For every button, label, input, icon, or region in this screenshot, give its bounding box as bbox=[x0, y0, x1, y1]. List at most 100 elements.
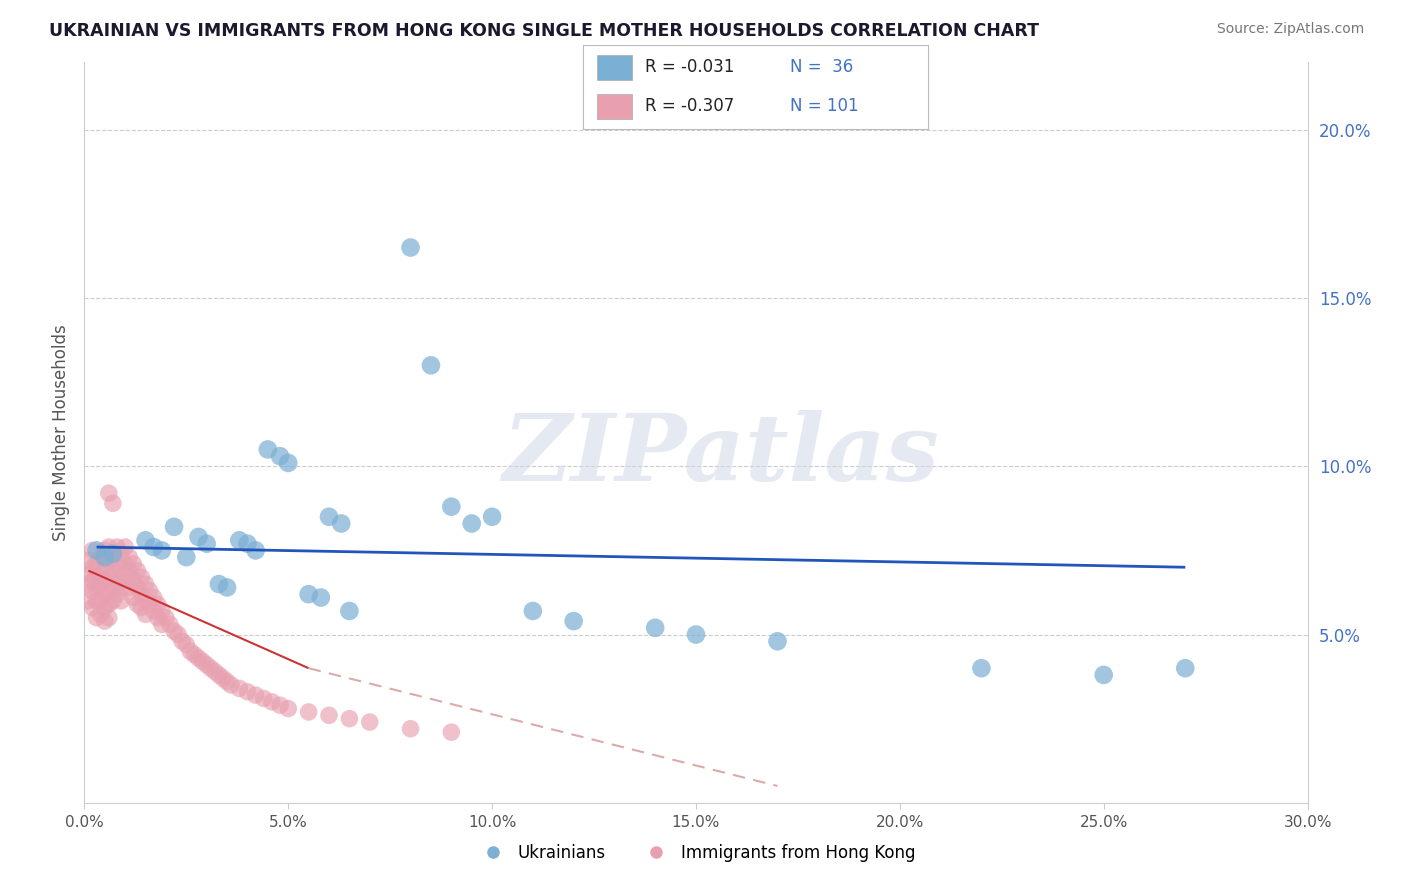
Point bbox=[82, 583, 104, 598]
Point bbox=[399, 240, 422, 255]
Point bbox=[114, 557, 136, 571]
Point bbox=[228, 533, 250, 548]
Point bbox=[118, 564, 141, 578]
Point bbox=[191, 655, 214, 669]
Point bbox=[82, 543, 104, 558]
Point bbox=[150, 543, 173, 558]
Point bbox=[122, 557, 145, 571]
Point bbox=[127, 597, 149, 611]
Point bbox=[174, 638, 197, 652]
Point bbox=[174, 550, 197, 565]
Point bbox=[440, 500, 463, 514]
Point bbox=[138, 597, 160, 611]
Point bbox=[172, 634, 194, 648]
Point bbox=[131, 570, 153, 584]
Point bbox=[318, 708, 340, 723]
Point bbox=[77, 577, 100, 591]
Point bbox=[93, 614, 115, 628]
Point bbox=[481, 509, 503, 524]
Point bbox=[187, 530, 209, 544]
Point bbox=[110, 594, 132, 608]
Point bbox=[122, 574, 145, 588]
Point bbox=[86, 610, 108, 624]
Point bbox=[101, 547, 124, 561]
Point bbox=[93, 560, 115, 574]
Point bbox=[200, 661, 222, 675]
Point bbox=[253, 691, 276, 706]
Point bbox=[82, 574, 104, 588]
Point bbox=[97, 583, 120, 598]
Point bbox=[90, 607, 112, 622]
Text: N = 101: N = 101 bbox=[790, 97, 859, 115]
Point bbox=[118, 581, 141, 595]
Point bbox=[257, 442, 280, 457]
Point bbox=[90, 566, 112, 581]
Point bbox=[77, 553, 100, 567]
Point bbox=[105, 557, 128, 571]
Point bbox=[90, 581, 112, 595]
Point bbox=[82, 560, 104, 574]
Point bbox=[150, 604, 173, 618]
Point bbox=[97, 570, 120, 584]
Point bbox=[277, 701, 299, 715]
Point bbox=[260, 695, 283, 709]
Point bbox=[1174, 661, 1197, 675]
Point bbox=[970, 661, 993, 675]
Point bbox=[138, 583, 160, 598]
Text: ZIPatlas: ZIPatlas bbox=[502, 409, 939, 500]
Point bbox=[522, 604, 544, 618]
Point bbox=[127, 564, 149, 578]
Text: Source: ZipAtlas.com: Source: ZipAtlas.com bbox=[1216, 22, 1364, 37]
Point bbox=[217, 674, 239, 689]
Point bbox=[204, 665, 226, 679]
Point bbox=[86, 581, 108, 595]
Text: R = -0.307: R = -0.307 bbox=[645, 97, 735, 115]
Point bbox=[110, 581, 132, 595]
Point bbox=[114, 540, 136, 554]
Point bbox=[105, 587, 128, 601]
Point bbox=[159, 617, 181, 632]
Point bbox=[101, 564, 124, 578]
Point bbox=[228, 681, 250, 696]
Point bbox=[97, 486, 120, 500]
Point bbox=[90, 594, 112, 608]
FancyBboxPatch shape bbox=[598, 94, 631, 120]
Point bbox=[644, 621, 666, 635]
Point bbox=[359, 714, 381, 729]
Point bbox=[269, 449, 291, 463]
Point bbox=[146, 597, 169, 611]
Point bbox=[135, 577, 157, 591]
Point bbox=[101, 496, 124, 510]
Point bbox=[146, 610, 169, 624]
Text: N =  36: N = 36 bbox=[790, 59, 853, 77]
Point bbox=[135, 607, 157, 622]
Point bbox=[93, 543, 115, 558]
Point bbox=[219, 678, 242, 692]
Point bbox=[93, 574, 115, 588]
Point bbox=[110, 547, 132, 561]
Point bbox=[93, 600, 115, 615]
Point bbox=[269, 698, 291, 713]
Point bbox=[142, 591, 165, 605]
Text: R = -0.031: R = -0.031 bbox=[645, 59, 735, 77]
Point bbox=[90, 550, 112, 565]
Point bbox=[685, 627, 707, 641]
Point bbox=[208, 668, 231, 682]
Point bbox=[101, 550, 124, 565]
Point bbox=[97, 540, 120, 554]
Point bbox=[309, 591, 332, 605]
Point bbox=[122, 591, 145, 605]
FancyBboxPatch shape bbox=[598, 54, 631, 80]
Point bbox=[339, 604, 361, 618]
Point bbox=[118, 550, 141, 565]
Point bbox=[163, 624, 186, 639]
Point bbox=[127, 581, 149, 595]
Point bbox=[142, 540, 165, 554]
Point bbox=[77, 594, 100, 608]
Point bbox=[86, 594, 108, 608]
Point bbox=[318, 509, 340, 524]
Point bbox=[93, 587, 115, 601]
Point bbox=[163, 520, 186, 534]
Point bbox=[155, 610, 177, 624]
Point bbox=[82, 600, 104, 615]
